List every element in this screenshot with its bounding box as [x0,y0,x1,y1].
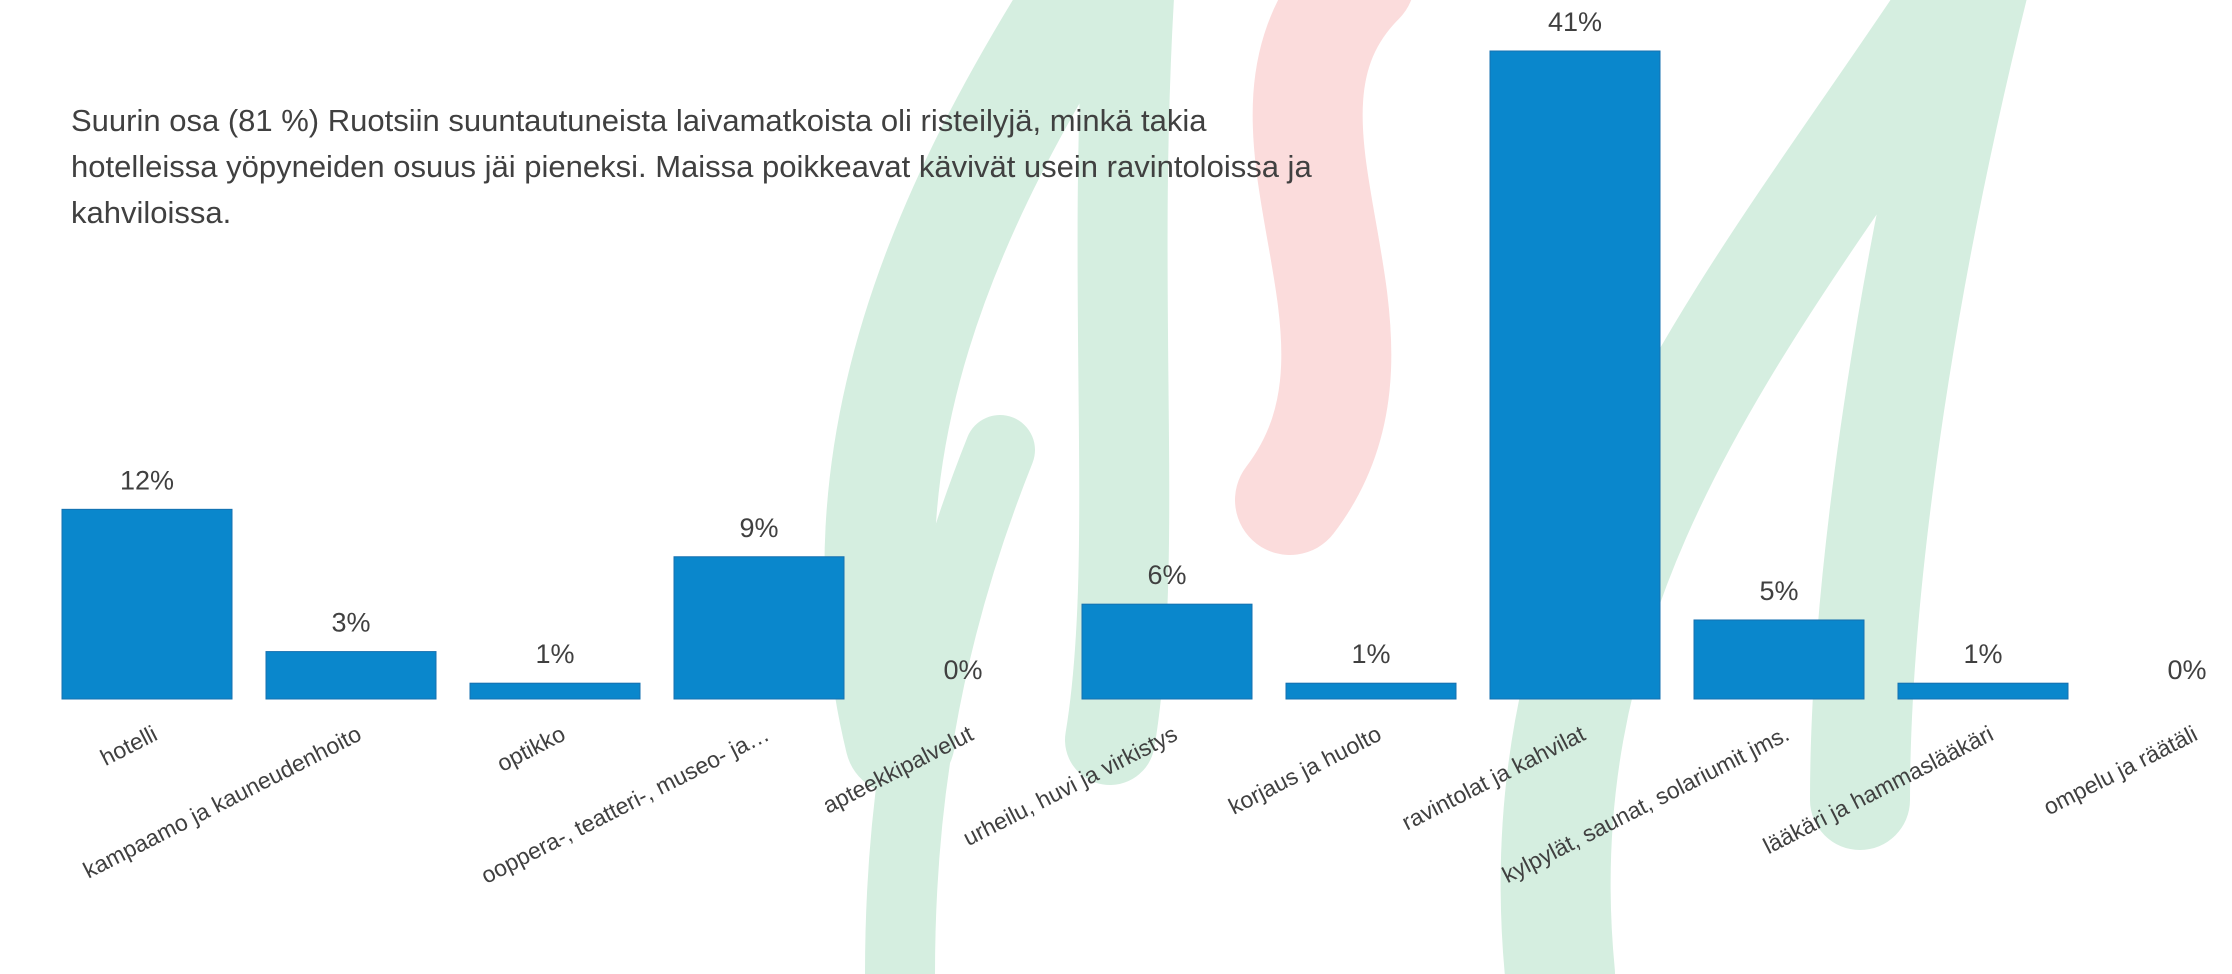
data-label: 6% [1147,560,1186,590]
decor-pink [1290,0,1360,500]
data-label: 9% [739,513,778,543]
x-tick-label: ompelu ja räätäli [2039,720,2201,820]
bar [1694,620,1864,699]
bar [674,557,844,699]
bar [266,652,436,699]
chart-title: Suurin osa (81 %) Ruotsiin suuntautuneis… [71,98,1361,236]
x-tick-label: hotelli [96,720,161,770]
bar [1082,604,1252,699]
data-label: 1% [1963,639,2002,669]
x-tick-label: korjaus ja huolto [1224,720,1385,819]
data-label: 0% [2167,655,2206,685]
data-label: 12% [120,465,174,495]
data-label: 41% [1548,7,1602,37]
data-label: 1% [535,639,574,669]
data-label: 1% [1351,639,1390,669]
bar [1490,51,1660,699]
data-label: 3% [331,608,370,638]
bar [62,509,232,699]
data-label: 5% [1759,576,1798,606]
page: {"chart_data": {"type": "bar", "title": … [0,0,2232,974]
bar [1898,683,2068,699]
x-tick-label: optikko [493,720,570,776]
data-label: 0% [943,655,982,685]
bar [1286,683,1456,699]
bar [470,683,640,699]
